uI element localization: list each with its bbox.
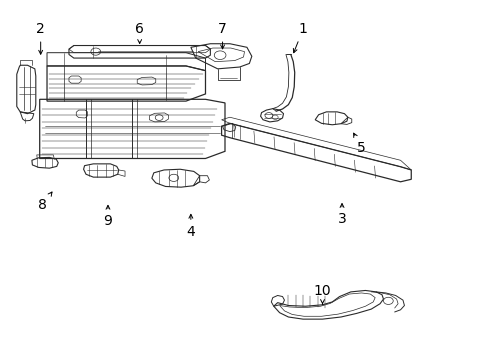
Text: 8: 8 (38, 192, 52, 212)
Text: 1: 1 (293, 22, 307, 53)
Text: 2: 2 (36, 22, 45, 54)
Text: 6: 6 (135, 22, 144, 44)
Text: 9: 9 (103, 206, 112, 228)
Text: 3: 3 (337, 204, 346, 226)
Text: 7: 7 (218, 22, 226, 49)
Text: 10: 10 (313, 284, 331, 304)
Text: 4: 4 (186, 214, 195, 239)
Text: 5: 5 (353, 133, 365, 155)
